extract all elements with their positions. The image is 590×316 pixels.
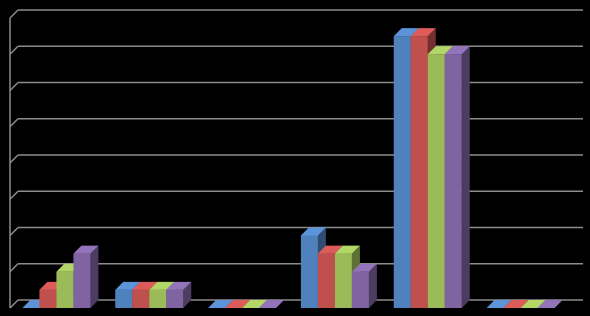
bar [520,300,546,308]
bar-front [300,235,318,308]
bar-top [503,300,529,308]
bar-side [461,46,470,308]
grid-line [9,118,583,128]
grid-line [9,190,583,200]
bar-front [56,271,74,308]
bar-front [166,289,184,308]
bar-top [393,28,419,37]
grid-line-side [9,45,19,55]
bar [351,263,377,308]
grid-line [9,226,583,237]
bar-top [225,300,251,308]
grid-line [9,45,583,55]
bar-front [351,271,369,308]
bar-top [444,46,470,55]
grid-line-side [9,154,19,164]
bar-top [520,300,546,308]
grid-line-side [9,263,19,273]
bar-top [149,281,175,290]
bar-front [427,54,445,308]
bar [486,300,512,308]
grid-line [9,299,583,309]
bar-front [317,253,335,308]
bar-top [208,300,234,308]
bar-front [132,289,150,308]
bar-side [368,263,377,308]
bar-top [427,46,453,55]
grid-line-side [9,299,19,309]
bar [444,46,470,308]
grid-line-side [9,81,19,92]
bar-top [351,263,377,272]
bar [208,300,234,308]
grid-line-side [9,9,19,19]
grid-line [9,81,583,92]
bar-top [334,245,360,254]
grid-line-side [9,190,19,200]
bar [503,300,529,308]
bar-top [115,281,141,290]
bar-front [39,289,57,308]
grid-line [9,154,583,164]
bar-front [73,253,91,308]
bar-top [317,245,343,254]
bar-top [259,300,285,308]
grid-line-side [9,118,19,128]
bar-front [444,54,462,308]
bar-side [90,245,99,308]
bar [537,300,563,308]
bar-front [410,36,428,308]
bar-top [537,300,563,308]
bar-side [183,281,192,308]
bar-top [300,227,326,236]
grid-line-side [9,226,19,237]
bar-front [393,36,411,308]
bar-front [115,289,133,308]
bar [259,300,285,308]
bar-top [242,300,268,308]
grid-line [9,263,583,273]
bar-top [166,281,192,290]
bar-top [132,281,158,290]
bar-top [73,245,99,254]
bar-front [334,253,352,308]
bar-top [486,300,512,308]
bar [242,300,268,308]
bar [225,300,251,308]
bar-front [149,289,167,308]
bar-top [410,28,436,37]
bar [73,245,99,308]
grid-line [9,9,583,19]
bar [166,281,192,308]
